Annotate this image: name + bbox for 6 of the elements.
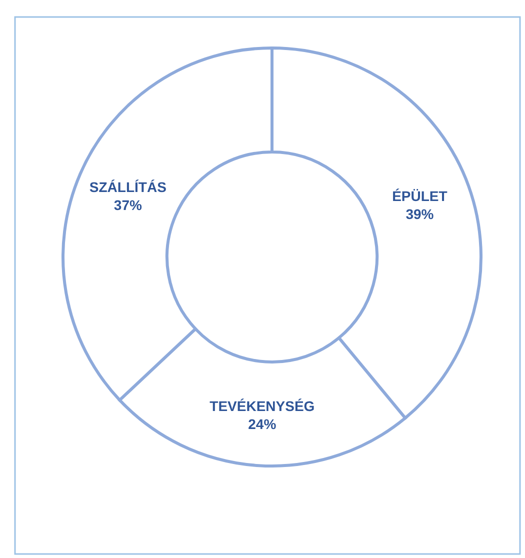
slice-label: TEVÉKENYSÉG xyxy=(210,398,315,414)
data-label: 24% xyxy=(248,416,277,432)
slice-label: SZÁLLÍTÁS xyxy=(89,178,166,195)
data-label: 37% xyxy=(114,197,142,214)
slice-label: ÉPÜLET xyxy=(392,188,448,204)
data-label: 39% xyxy=(406,206,434,222)
